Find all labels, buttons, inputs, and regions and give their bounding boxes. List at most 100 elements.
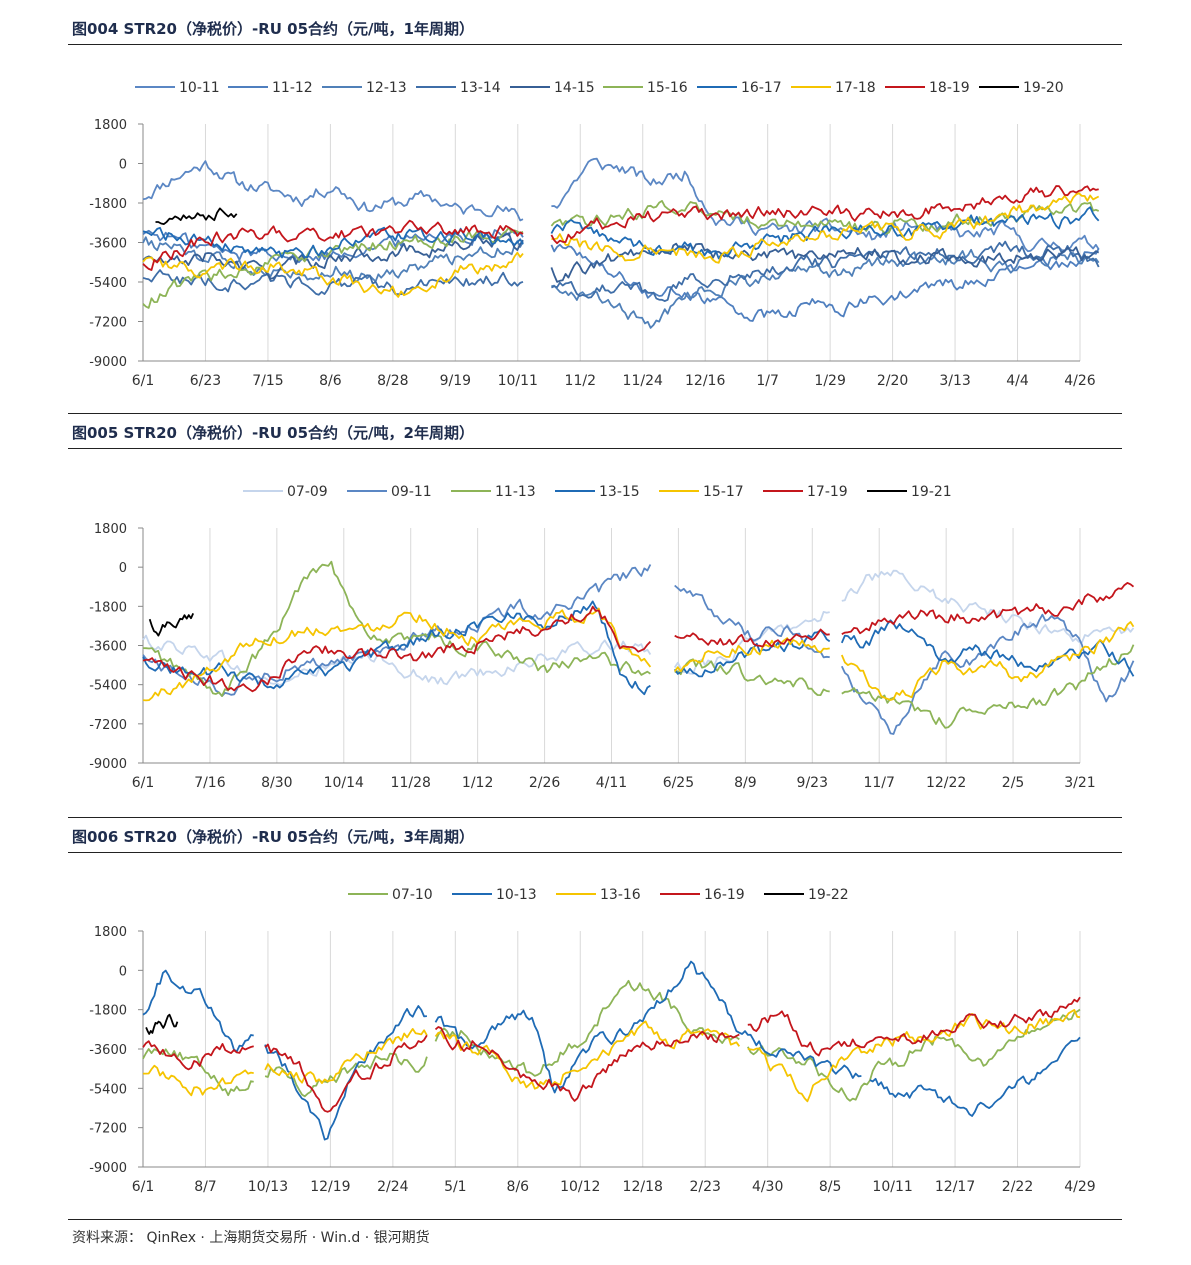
y-tick-label: -5400 bbox=[89, 679, 127, 694]
y-tick-label: 0 bbox=[119, 561, 127, 576]
x-tick-label: 8/30 bbox=[261, 775, 292, 791]
chart-2-svg: 07-09 09-11 11-13 13-15 15-17 17-19 19-21 1800 0… bbox=[89, 484, 1135, 791]
legend-label: 19-21 bbox=[911, 484, 952, 500]
footer-rule bbox=[68, 1219, 1122, 1220]
legend-item-12-13: 12-13 bbox=[322, 80, 407, 96]
legend-item-19-22: 19-22 bbox=[764, 887, 849, 903]
x-tick-label: 5/1 bbox=[444, 1179, 467, 1195]
x-tick-label: 3/21 bbox=[1064, 775, 1095, 791]
series-line-07-10 bbox=[142, 979, 1081, 1102]
chart-1-svg: 10-11 11-12 12-13 13-14 14-15 15-16 16-17 17-18… bbox=[89, 80, 1100, 389]
x-tick-label: 2/23 bbox=[689, 1179, 720, 1195]
x-tick-label: 8/7 bbox=[194, 1179, 217, 1195]
series-line-13-16 bbox=[143, 1009, 1081, 1103]
x-tick-label: 12/17 bbox=[935, 1179, 975, 1195]
chart-3-title: 图006 STR20（净税价）-RU 05合约（元/吨，3年周期） bbox=[72, 828, 474, 846]
x-tick-label: 12/22 bbox=[926, 775, 966, 791]
chart-1-title: 图004 STR20（净税价）-RU 05合约（元/吨，1年周期） bbox=[72, 20, 474, 38]
x-tick-label: 11/28 bbox=[391, 775, 431, 791]
legend-item-07-10: 07-10 bbox=[348, 887, 433, 903]
legend-label: 07-09 bbox=[287, 484, 328, 500]
legend-label: 15-17 bbox=[703, 484, 744, 500]
x-tick-label: 2/20 bbox=[877, 373, 908, 389]
x-tick-label: 10/11 bbox=[872, 1179, 912, 1195]
legend-label: 13-16 bbox=[600, 887, 641, 903]
chart-3-top-rule bbox=[68, 817, 1122, 818]
legend-item-11-12: 11-12 bbox=[228, 80, 313, 96]
legend-item-07-09: 07-09 bbox=[243, 484, 328, 500]
series-line-18-19 bbox=[142, 185, 1099, 271]
x-tick-label: 7/15 bbox=[252, 373, 283, 389]
legend-item-19-20: 19-20 bbox=[979, 80, 1064, 96]
y-tick-label: -5400 bbox=[89, 1082, 127, 1097]
legend-label: 07-10 bbox=[392, 887, 433, 903]
x-tick-label: 6/1 bbox=[132, 373, 155, 389]
x-tick-label: 12/18 bbox=[623, 1179, 663, 1195]
x-tick-label: 12/19 bbox=[310, 1179, 350, 1195]
series-line-19-21 bbox=[148, 613, 195, 637]
series-line-10-11 bbox=[142, 157, 1100, 253]
legend-item-13-15: 13-15 bbox=[555, 484, 640, 500]
chart-2-title: 图005 STR20（净税价）-RU 05合约（元/吨，2年周期） bbox=[72, 424, 474, 442]
series-line-16-19 bbox=[142, 996, 1081, 1113]
x-tick-label: 1/29 bbox=[814, 373, 845, 389]
x-tick-label: 6/1 bbox=[132, 775, 155, 791]
legend-label: 10-13 bbox=[496, 887, 537, 903]
x-tick-label: 11/2 bbox=[565, 373, 596, 389]
legend-label: 19-20 bbox=[1023, 80, 1064, 96]
legend-item-10-13: 10-13 bbox=[452, 887, 537, 903]
x-tick-label: 6/23 bbox=[190, 373, 221, 389]
x-tick-label: 8/5 bbox=[819, 1179, 842, 1195]
x-tick-label: 6/25 bbox=[663, 775, 694, 791]
y-tick-label: -7200 bbox=[89, 316, 127, 331]
legend-item-10-11: 10-11 bbox=[135, 80, 220, 96]
x-tick-label: 10/13 bbox=[248, 1179, 288, 1195]
x-tick-label: 4/29 bbox=[1064, 1179, 1095, 1195]
legend-label: 10-11 bbox=[179, 80, 220, 96]
y-tick-label: -5400 bbox=[89, 276, 127, 291]
x-tick-label: 4/4 bbox=[1006, 373, 1029, 389]
x-tick-label: 8/6 bbox=[507, 1179, 530, 1195]
legend-label: 16-17 bbox=[741, 80, 782, 96]
y-tick-label: -9000 bbox=[89, 757, 127, 772]
y-tick-label: -3600 bbox=[89, 1043, 127, 1058]
legend-label: 13-15 bbox=[599, 484, 640, 500]
x-tick-label: 2/24 bbox=[377, 1179, 409, 1195]
x-tick-label: 3/13 bbox=[939, 373, 970, 389]
chart-2-top-rule bbox=[68, 413, 1122, 414]
legend-label: 13-14 bbox=[460, 80, 501, 96]
legend-item-17-19: 17-19 bbox=[763, 484, 848, 500]
legend-label: 19-22 bbox=[808, 887, 849, 903]
series-line-17-18 bbox=[142, 192, 1100, 298]
legend-item-18-19: 18-19 bbox=[885, 80, 970, 96]
legend-item-17-18: 17-18 bbox=[791, 80, 876, 96]
x-tick-label: 7/16 bbox=[194, 775, 226, 791]
y-tick-label: 1800 bbox=[94, 522, 127, 537]
y-tick-label: -1800 bbox=[89, 1004, 127, 1019]
x-tick-label: 8/9 bbox=[734, 775, 757, 791]
legend-label: 12-13 bbox=[366, 80, 407, 96]
x-tick-label: 1/7 bbox=[756, 373, 779, 389]
legend-item-09-11: 09-11 bbox=[347, 484, 432, 500]
y-tick-label: -7200 bbox=[89, 1122, 127, 1137]
series-line-15-17 bbox=[142, 607, 1135, 702]
legend-label: 15-16 bbox=[647, 80, 688, 96]
legend-label: 11-12 bbox=[272, 80, 313, 96]
series-line-12-13 bbox=[142, 236, 1100, 329]
x-tick-label: 4/26 bbox=[1064, 373, 1096, 389]
y-tick-label: -7200 bbox=[89, 718, 127, 733]
x-tick-label: 2/26 bbox=[529, 775, 561, 791]
chart-3-title-rule bbox=[68, 852, 1122, 853]
x-tick-label: 12/16 bbox=[685, 373, 725, 389]
x-tick-label: 10/11 bbox=[498, 373, 538, 389]
legend-item-13-14: 13-14 bbox=[416, 80, 501, 96]
legend-label: 18-19 bbox=[929, 80, 970, 96]
x-tick-label: 2/22 bbox=[1002, 1179, 1033, 1195]
legend-item-19-21: 19-21 bbox=[867, 484, 952, 500]
x-tick-label: 11/7 bbox=[863, 775, 894, 791]
legend-label: 17-19 bbox=[807, 484, 848, 500]
y-tick-label: -9000 bbox=[89, 355, 127, 370]
series-line-19-22 bbox=[145, 1013, 179, 1035]
x-tick-label: 4/30 bbox=[752, 1179, 783, 1195]
y-tick-label: 1800 bbox=[94, 925, 127, 940]
